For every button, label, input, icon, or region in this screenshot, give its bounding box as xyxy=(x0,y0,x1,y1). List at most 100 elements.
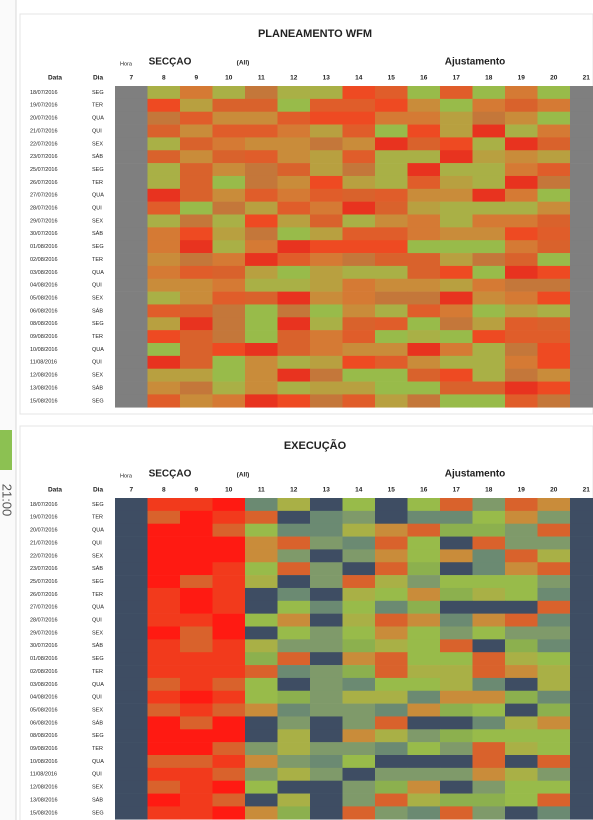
heat-cell xyxy=(180,755,213,769)
heat-cell xyxy=(147,188,181,202)
date-header: Data xyxy=(48,487,62,494)
heat-cell xyxy=(570,677,593,692)
row-date: 26/07/2016 xyxy=(30,180,58,186)
heat-cell xyxy=(115,626,148,640)
heat-cell xyxy=(407,175,441,190)
heat-cell xyxy=(147,652,181,666)
heat-cell xyxy=(212,368,246,382)
date-header: Data xyxy=(48,75,62,82)
heat-cell xyxy=(505,806,538,820)
row-day: QUI xyxy=(92,695,102,701)
heat-cell xyxy=(375,98,408,112)
hour-header: 9 xyxy=(194,75,198,82)
heat-cell xyxy=(407,793,441,807)
heat-cell xyxy=(310,498,343,512)
heat-cell xyxy=(537,253,571,267)
heat-cell xyxy=(472,690,506,704)
heat-cell xyxy=(407,523,441,537)
heat-cell xyxy=(212,304,246,318)
heat-cell xyxy=(147,98,181,112)
heat-cell xyxy=(212,317,246,331)
row-day: SEX xyxy=(92,707,103,713)
heat-cell xyxy=(342,86,376,100)
heat-cell xyxy=(537,265,571,280)
heat-cell xyxy=(147,510,181,524)
heat-cell xyxy=(537,806,571,820)
heat-cell xyxy=(277,214,311,228)
heat-cell xyxy=(115,265,148,280)
sidebar-highlight xyxy=(0,430,12,470)
heat-cell xyxy=(212,716,246,730)
hour-header: 13 xyxy=(323,487,331,494)
heat-cell xyxy=(407,381,441,395)
heat-cell xyxy=(440,562,473,576)
heat-cell xyxy=(115,716,148,730)
heat-cell xyxy=(342,536,376,550)
heat-cell xyxy=(375,767,408,781)
heat-cell xyxy=(440,150,473,164)
heat-cell xyxy=(115,793,148,807)
row-date: 02/08/2016 xyxy=(30,669,58,675)
heat-cell xyxy=(277,793,311,807)
panel-title: PLANEAMENTO WFM xyxy=(258,28,372,40)
heat-cell xyxy=(472,253,506,267)
heat-cell xyxy=(147,498,181,512)
heat-cell xyxy=(115,201,148,215)
heat-cell xyxy=(440,227,473,241)
heat-cell xyxy=(407,690,441,704)
heat-cell xyxy=(505,188,538,202)
heat-cell xyxy=(180,188,213,202)
heat-cell xyxy=(212,227,246,241)
heat-cell xyxy=(570,304,593,318)
heat-cell xyxy=(472,304,506,318)
heat-cell xyxy=(375,343,408,357)
heat-cell xyxy=(180,291,213,305)
heat-cell xyxy=(375,227,408,241)
row-date: 27/07/2016 xyxy=(30,605,58,611)
heat-cell xyxy=(180,639,213,653)
heat-cell xyxy=(440,806,473,820)
heat-cell xyxy=(342,703,376,717)
row-date: 05/08/2016 xyxy=(30,295,58,301)
heat-cell xyxy=(212,124,246,138)
heat-cell xyxy=(180,536,213,550)
heat-cell xyxy=(440,523,473,537)
heat-cell xyxy=(375,253,408,267)
row-date: 04/08/2016 xyxy=(30,695,58,701)
heat-cell xyxy=(472,394,506,408)
heat-cell xyxy=(440,188,473,202)
heat-cell xyxy=(472,755,506,769)
heat-cell xyxy=(505,600,538,614)
heat-cell xyxy=(505,677,538,692)
heat-cell xyxy=(570,86,593,100)
heat-cell xyxy=(375,677,408,692)
heat-cell xyxy=(570,253,593,267)
heat-cell xyxy=(375,716,408,730)
heat-cell xyxy=(570,265,593,280)
hour-header: 16 xyxy=(420,487,428,494)
heat-cell xyxy=(277,575,311,589)
heat-cell xyxy=(375,214,408,228)
heat-cell xyxy=(310,265,343,280)
heat-cell xyxy=(407,188,441,202)
heat-cell xyxy=(570,163,593,177)
heat-cell xyxy=(212,86,246,100)
heat-cell xyxy=(375,729,408,743)
heat-cell xyxy=(277,587,311,602)
heat-cell xyxy=(342,278,376,292)
heat-cell xyxy=(245,575,278,589)
heat-cell xyxy=(180,304,213,318)
heat-cell xyxy=(115,111,148,125)
heat-cell xyxy=(570,755,593,769)
hour-header: 7 xyxy=(129,487,133,494)
heat-cell xyxy=(440,253,473,267)
heat-cell xyxy=(342,793,376,807)
row-day: SEX xyxy=(92,785,103,791)
heat-cell xyxy=(570,175,593,190)
heat-cell xyxy=(147,343,181,357)
heat-cell xyxy=(537,600,571,614)
heat-cell xyxy=(310,523,343,537)
heat-cell xyxy=(245,536,278,550)
heat-cell xyxy=(570,137,593,151)
heat-cell xyxy=(440,265,473,280)
